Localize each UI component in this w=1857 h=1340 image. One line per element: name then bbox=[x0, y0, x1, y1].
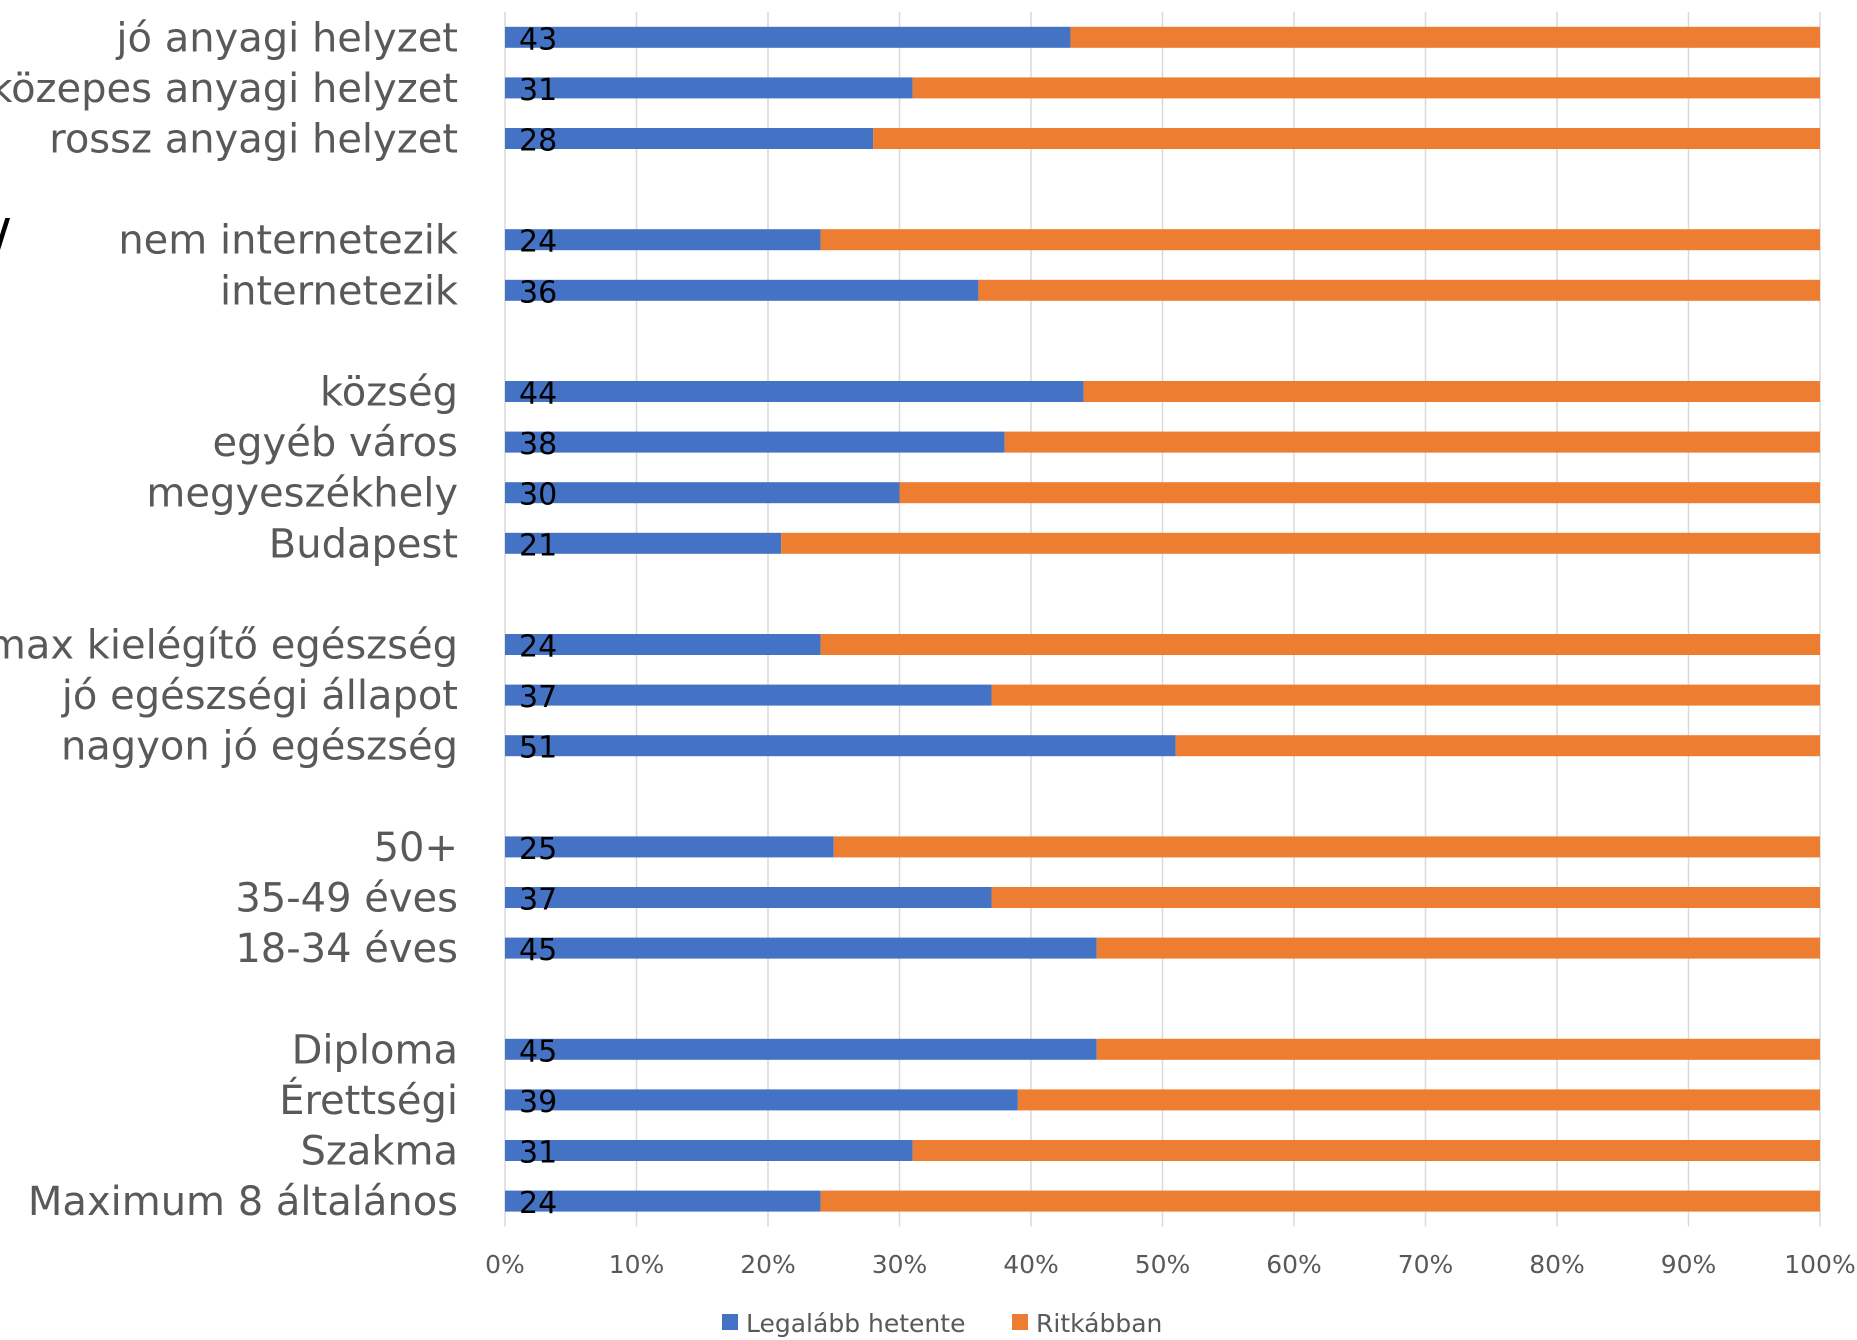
x-axis-tick-labels: 0% 10% 20% 30% 40% 50% 60% 70% 80% 90% 100% bbox=[485, 1250, 1856, 1279]
data-label: 24 bbox=[519, 630, 557, 665]
data-label: 21 bbox=[519, 528, 557, 563]
bar-legalabb-hetente bbox=[505, 735, 1176, 757]
data-label: 45 bbox=[519, 1034, 557, 1069]
bar-ritkabban bbox=[820, 229, 1820, 251]
category-label: internetezik bbox=[220, 268, 459, 314]
x-tick-label: 60% bbox=[1266, 1250, 1322, 1279]
category-label: 50+ bbox=[374, 825, 458, 871]
bar-legalabb-hetente bbox=[505, 128, 874, 149]
x-tick-label: 90% bbox=[1661, 1250, 1717, 1279]
bar-ritkabban bbox=[899, 482, 1820, 504]
gridlines bbox=[504, 12, 1821, 1227]
bar-legalabb-hetente bbox=[505, 836, 834, 858]
bar-ritkabban bbox=[1004, 431, 1820, 453]
data-label: 31 bbox=[519, 73, 557, 108]
category-label: egyéb város bbox=[213, 420, 458, 466]
bar-ritkabban bbox=[978, 279, 1820, 301]
category-label: Érettségi bbox=[279, 1076, 458, 1124]
bar-ritkabban bbox=[1017, 1089, 1820, 1111]
x-tick-label: 10% bbox=[609, 1250, 665, 1279]
bar-legalabb-hetente bbox=[505, 532, 782, 554]
bar-ritkabban bbox=[991, 684, 1820, 706]
x-tick-label: 100% bbox=[1784, 1250, 1855, 1279]
bar-ritkabban bbox=[1096, 1038, 1820, 1060]
category-label: Budapest bbox=[269, 521, 458, 567]
stray-slash-mark: / bbox=[0, 210, 11, 261]
legend-swatch bbox=[1012, 1314, 1028, 1330]
category-label: max kielégítő egészség bbox=[0, 623, 458, 669]
data-label: 31 bbox=[519, 1136, 557, 1171]
bar-legalabb-hetente bbox=[505, 77, 913, 99]
x-tick-label: 50% bbox=[1135, 1250, 1191, 1279]
category-label: Diploma bbox=[292, 1027, 458, 1073]
category-label: közepes anyagi helyzet bbox=[0, 66, 458, 112]
bar-legalabb-hetente bbox=[505, 1038, 1097, 1060]
legend-swatch bbox=[722, 1314, 738, 1330]
bar-legalabb-hetente bbox=[505, 887, 992, 908]
bar-legalabb-hetente bbox=[505, 684, 992, 706]
bar-ritkabban bbox=[820, 634, 1820, 655]
category-label: 18-34 éves bbox=[235, 926, 458, 972]
data-label: 45 bbox=[519, 933, 557, 968]
legend-label: Ritkábban bbox=[1036, 1309, 1162, 1338]
bar-legalabb-hetente bbox=[505, 634, 821, 655]
bar-ritkabban bbox=[873, 128, 1820, 149]
data-label: 37 bbox=[519, 680, 557, 715]
x-tick-label: 30% bbox=[872, 1250, 928, 1279]
bar-legalabb-hetente bbox=[505, 1140, 913, 1161]
category-label: jó anyagi helyzet bbox=[115, 15, 458, 61]
data-label: 36 bbox=[519, 275, 557, 310]
bar-ritkabban bbox=[820, 1190, 1820, 1212]
bar-legalabb-hetente bbox=[505, 937, 1097, 959]
category-label: 35-49 éves bbox=[235, 876, 458, 922]
category-label: megyeszékhely bbox=[146, 471, 458, 517]
category-label: nagyon jó egészség bbox=[61, 724, 458, 770]
x-tick-label: 20% bbox=[740, 1250, 796, 1279]
data-label: 30 bbox=[519, 478, 557, 513]
bar-legalabb-hetente bbox=[505, 229, 821, 251]
x-tick-label: 40% bbox=[1003, 1250, 1059, 1279]
legend-label: Legalább hetente bbox=[746, 1309, 965, 1338]
bar-legalabb-hetente bbox=[505, 26, 1071, 48]
bar-ritkabban bbox=[912, 77, 1820, 99]
bar-ritkabban bbox=[781, 532, 1820, 554]
data-label: 51 bbox=[519, 731, 557, 766]
data-label: 25 bbox=[519, 832, 557, 867]
data-label: 39 bbox=[519, 1085, 557, 1120]
bar-ritkabban bbox=[1175, 735, 1820, 757]
category-label: Szakma bbox=[300, 1129, 458, 1175]
data-label: 24 bbox=[519, 1186, 557, 1221]
x-tick-label: 0% bbox=[485, 1250, 525, 1279]
bar-ritkabban bbox=[912, 1140, 1820, 1161]
bar-legalabb-hetente bbox=[505, 1190, 821, 1212]
data-label: 24 bbox=[519, 225, 557, 260]
category-label: jó egészségi állapot bbox=[61, 673, 458, 719]
bar-legalabb-hetente bbox=[505, 1089, 1018, 1111]
bars bbox=[505, 26, 1820, 1212]
bar-ritkabban bbox=[1096, 937, 1820, 959]
bar-legalabb-hetente bbox=[505, 279, 979, 301]
bar-ritkabban bbox=[833, 836, 1820, 858]
category-label: nem internetezik bbox=[118, 218, 459, 264]
category-labels: jó anyagi helyzet közepes anyagi helyzet r… bbox=[0, 15, 459, 1225]
data-label: 37 bbox=[519, 883, 557, 918]
data-label: 44 bbox=[519, 377, 557, 412]
x-tick-label: 80% bbox=[1529, 1250, 1585, 1279]
bar-legalabb-hetente bbox=[505, 431, 1005, 453]
bar-ritkabban bbox=[1070, 26, 1820, 48]
data-label: 38 bbox=[519, 427, 557, 462]
bar-ritkabban bbox=[991, 887, 1820, 908]
data-label: 43 bbox=[519, 22, 557, 57]
category-label: Maximum 8 általános bbox=[28, 1179, 458, 1225]
legend: Legalább hetente Ritkábban bbox=[722, 1309, 1162, 1338]
bar-legalabb-hetente bbox=[505, 482, 900, 504]
bar-ritkabban bbox=[1083, 381, 1820, 402]
bar-legalabb-hetente bbox=[505, 381, 1084, 402]
data-label: 28 bbox=[519, 124, 557, 159]
category-label: község bbox=[320, 370, 458, 416]
category-label: rossz anyagi helyzet bbox=[49, 117, 458, 163]
data-labels: 43 31 28 24 36 44 38 30 21 24 37 51 25 37 45 45 39 31 24 bbox=[519, 22, 557, 1221]
x-tick-label: 70% bbox=[1398, 1250, 1454, 1279]
